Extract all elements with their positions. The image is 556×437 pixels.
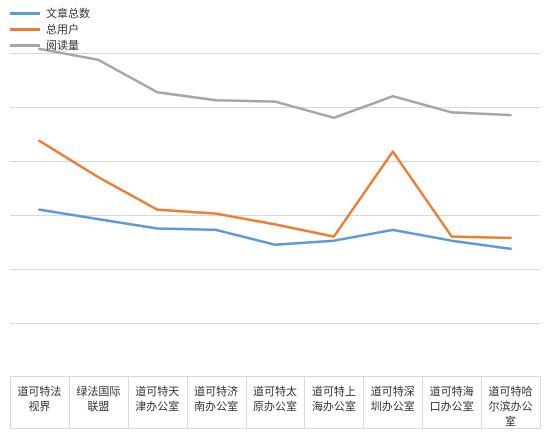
category-label: 道可特深 圳办公室 (364, 384, 422, 414)
category-label: 道可特哈 尔滨办公室 (482, 384, 540, 429)
category-label: 道可特海 口办公室 (423, 384, 481, 414)
category-label-line: 津办公室 (135, 400, 180, 413)
series-line-0 (38, 208, 512, 251)
legend-swatch-reads (10, 43, 40, 47)
category-label-line: 道可特海 (429, 385, 474, 398)
category-label-line: 道可特深 (370, 385, 415, 398)
category-label: 道可特济 南办公室 (187, 384, 245, 414)
category-label: 道可特太 原办公室 (246, 384, 304, 414)
legend-swatch-articles (10, 11, 40, 15)
category-label-line: 道可特上 (311, 385, 356, 398)
category-label: 道可特天 津办公室 (128, 384, 186, 414)
category-label-line: 道可特济 (194, 385, 239, 398)
legend-swatch-users (10, 27, 40, 31)
category-label-line: 室 (505, 415, 517, 428)
series-lines (38, 47, 512, 251)
gridlines (10, 53, 540, 324)
series-line-2 (38, 47, 512, 120)
category-label-line: 道可特天 (135, 385, 180, 398)
series-line-1 (38, 139, 512, 240)
category-label: 道可特上 海办公室 (305, 384, 363, 414)
category-label-line: 尔滨办公 (488, 400, 533, 413)
category-label-line: 海办公室 (311, 400, 356, 413)
category-label-line: 口办公室 (429, 400, 474, 413)
category-label-line: 原办公室 (253, 400, 297, 413)
category-label-line: 道可特法 (17, 385, 62, 398)
category-label-line: 联盟 (87, 400, 110, 413)
category-label-line: 道可特哈 (488, 385, 533, 398)
legend-label-users: 总用户 (46, 23, 79, 36)
category-label: 道可特法 视界 (10, 384, 68, 414)
category-label: 绿法国际 联盟 (69, 384, 127, 414)
category-label-line: 南办公室 (194, 400, 239, 413)
category-label-line: 道可特太 (253, 385, 297, 398)
category-label-line: 圳办公室 (370, 400, 415, 413)
category-table (10, 376, 541, 429)
category-label-line: 视界 (28, 400, 51, 413)
legend: 文章总数 总用户 阅读量 (10, 5, 90, 53)
legend-item-reads: 阅读量 (10, 37, 90, 53)
category-label-line: 绿法国际 (76, 385, 121, 398)
legend-item-articles: 文章总数 (10, 5, 90, 21)
legend-label-reads: 阅读量 (46, 39, 79, 52)
legend-item-users: 总用户 (10, 21, 90, 37)
legend-label-articles: 文章总数 (46, 7, 90, 20)
